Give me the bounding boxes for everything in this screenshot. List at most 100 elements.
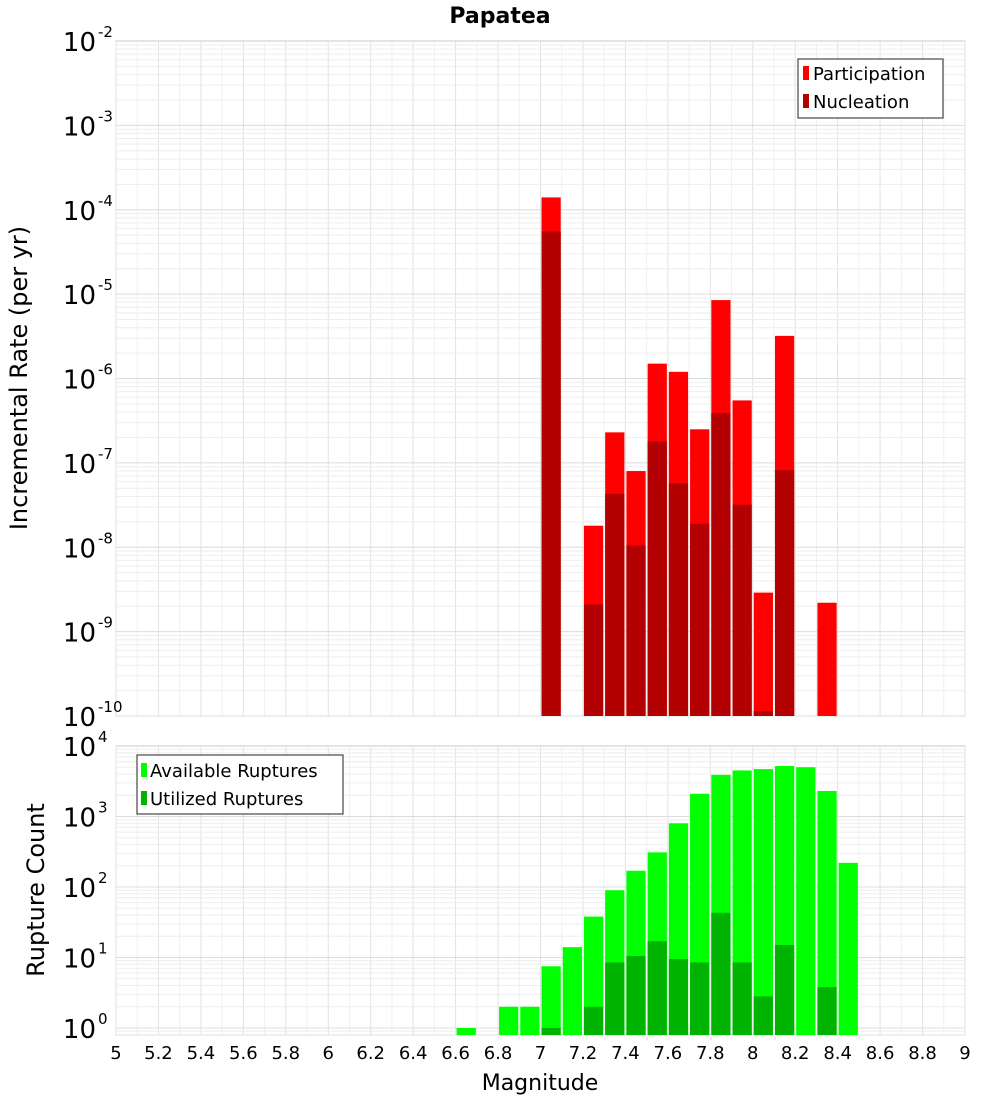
bar-nucleation xyxy=(753,710,773,716)
x-tick-label: 5.4 xyxy=(187,1043,216,1064)
y-tick-exponent: -10 xyxy=(98,698,123,716)
top-gridlines xyxy=(115,41,966,717)
x-tick-label: 6.8 xyxy=(484,1043,513,1064)
bottom-y-axis-label: Rupture Count xyxy=(22,803,50,977)
y-tick-label: 10 xyxy=(63,281,96,311)
bar-utilized-ruptures xyxy=(711,912,731,1035)
bar-available-ruptures xyxy=(456,1027,476,1035)
bar-nucleation xyxy=(583,604,604,716)
bar-utilized-ruptures xyxy=(690,962,710,1035)
x-tick-label: 9 xyxy=(959,1043,970,1064)
top-legend-box xyxy=(797,58,944,119)
y-tick-exponent: 3 xyxy=(98,798,108,816)
bar-nucleation xyxy=(647,441,667,716)
y-tick-exponent: -5 xyxy=(98,276,113,294)
y-tick-label: 10 xyxy=(63,450,96,480)
bar-utilized-ruptures xyxy=(605,962,625,1035)
x-tick-label: 6.6 xyxy=(441,1043,470,1064)
x-tick-label: 5 xyxy=(110,1043,121,1064)
y-tick-label: 10 xyxy=(63,28,96,58)
x-tick-label: 8 xyxy=(747,1043,758,1064)
bar-nucleation xyxy=(668,483,689,716)
legend-label-utilized-ruptures: Utilized Ruptures xyxy=(150,789,303,810)
y-tick-label: 10 xyxy=(63,803,96,833)
legend-label-participation: Participation xyxy=(813,64,925,85)
bar-nucleation xyxy=(774,470,795,716)
legend-label-available-ruptures: Available Ruptures xyxy=(150,761,318,782)
y-tick-exponent: -2 xyxy=(98,23,113,41)
y-tick-exponent: 4 xyxy=(98,728,108,746)
x-ticks: 5 5.2 5.4 5.6 5.8 6 6.2 6.4 6.6 6.8 7 7.2 7.4 7.6 7.8 8… xyxy=(110,1043,970,1064)
y-tick-exponent: -7 xyxy=(98,445,113,463)
y-tick-label: 10 xyxy=(63,366,96,396)
bar-utilized-ruptures xyxy=(817,987,837,1035)
top-legend: Participation Nucleation xyxy=(797,58,944,119)
chart-title: Papatea xyxy=(449,4,550,29)
bar-nucleation xyxy=(541,231,561,716)
y-tick-label: 10 xyxy=(63,1015,96,1045)
x-tick-label: 5.8 xyxy=(271,1043,300,1064)
bar-available-ruptures xyxy=(562,947,582,1035)
bar-nucleation xyxy=(732,504,752,716)
legend-swatch-nucleation xyxy=(803,94,809,108)
x-axis-label: Magnitude xyxy=(482,1071,599,1096)
y-tick-exponent: 1 xyxy=(98,939,108,957)
legend-label-nucleation: Nucleation xyxy=(813,92,909,113)
x-tick-label: 8.8 xyxy=(908,1043,937,1064)
y-tick-label: 10 xyxy=(63,944,96,974)
x-tick-label: 6.4 xyxy=(399,1043,428,1064)
bottom-bars xyxy=(456,766,858,1035)
bar-available-ruptures xyxy=(583,916,604,1035)
bar-utilized-ruptures xyxy=(626,955,646,1035)
y-tick-exponent: 2 xyxy=(98,869,108,887)
y-tick-exponent: -3 xyxy=(98,107,113,125)
x-tick-label: 5.6 xyxy=(229,1043,258,1064)
bar-participation xyxy=(817,602,837,716)
bottom-legend: Available Ruptures Utilized Ruptures xyxy=(136,754,344,815)
y-tick-label: 10 xyxy=(63,197,96,227)
bar-available-ruptures xyxy=(796,767,816,1035)
x-tick-label: 7.6 xyxy=(654,1043,683,1064)
bar-nucleation xyxy=(711,413,731,716)
bar-available-ruptures xyxy=(753,769,773,1035)
y-tick-exponent: -8 xyxy=(98,529,113,547)
x-tick-label: 8.2 xyxy=(781,1043,810,1064)
y-tick-label: 10 xyxy=(63,703,96,733)
bar-utilized-ruptures xyxy=(541,1027,561,1035)
y-tick-exponent: -9 xyxy=(98,614,113,632)
x-tick-label: 8.6 xyxy=(866,1043,895,1064)
top-y-axis-label: Incremental Rate (per yr) xyxy=(5,226,33,530)
bar-utilized-ruptures xyxy=(583,1006,604,1035)
x-tick-label: 6.2 xyxy=(356,1043,385,1064)
y-tick-exponent: -6 xyxy=(98,361,113,379)
x-tick-label: 6 xyxy=(323,1043,334,1064)
bar-available-ruptures xyxy=(520,1006,540,1035)
legend-swatch-participation xyxy=(803,66,809,80)
bar-participation xyxy=(753,592,773,716)
x-tick-label: 7.8 xyxy=(696,1043,725,1064)
bar-nucleation xyxy=(626,545,646,716)
bar-available-ruptures xyxy=(817,790,837,1035)
y-tick-label: 10 xyxy=(63,874,96,904)
bar-nucleation xyxy=(690,523,710,716)
legend-swatch-utilized-ruptures xyxy=(141,791,147,805)
y-tick-label: 10 xyxy=(63,619,96,649)
bar-utilized-ruptures xyxy=(774,945,795,1035)
x-tick-label: 7.4 xyxy=(611,1043,640,1064)
y-tick-label: 10 xyxy=(63,733,96,763)
y-tick-exponent: 0 xyxy=(98,1010,108,1028)
x-tick-label: 7 xyxy=(535,1043,546,1064)
top-bars xyxy=(541,197,837,717)
bar-nucleation xyxy=(605,493,625,716)
y-tick-exponent: -4 xyxy=(98,192,113,210)
bottom-legend-box xyxy=(136,754,344,815)
bar-available-ruptures xyxy=(838,862,858,1035)
y-tick-label: 10 xyxy=(63,534,96,564)
bar-utilized-ruptures xyxy=(647,941,667,1035)
x-tick-label: 8.4 xyxy=(823,1043,852,1064)
bar-available-ruptures xyxy=(499,1006,519,1035)
